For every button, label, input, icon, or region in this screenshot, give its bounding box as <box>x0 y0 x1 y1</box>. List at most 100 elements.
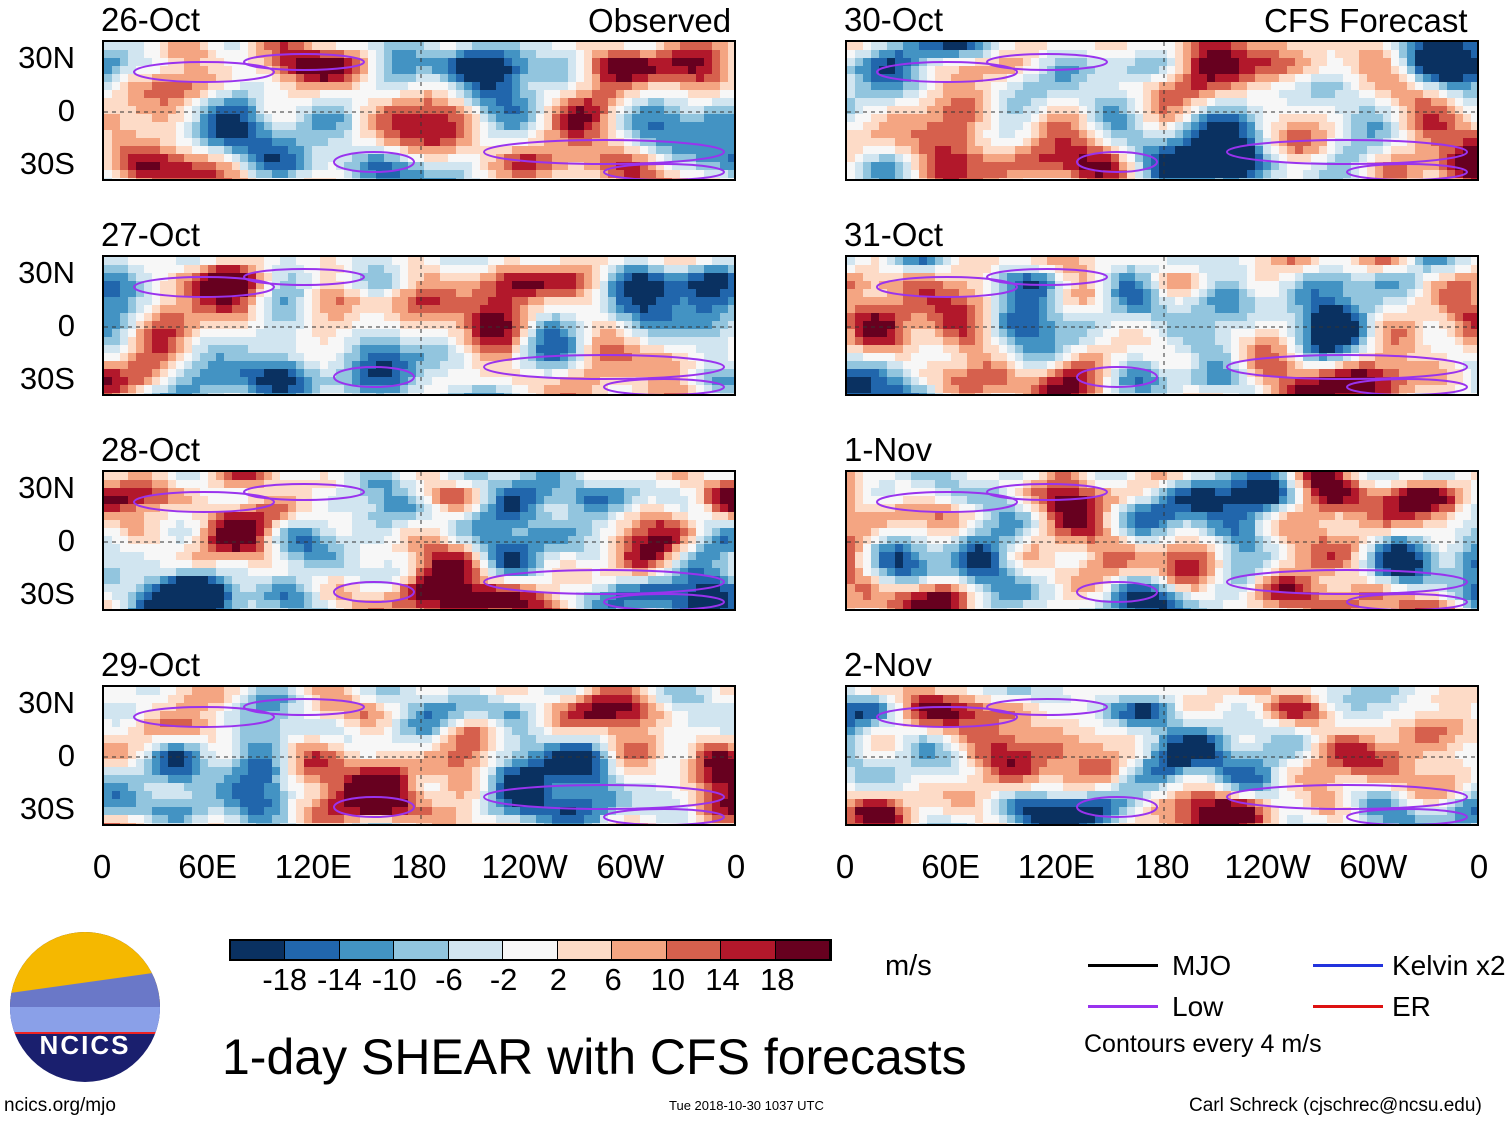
shear-cell <box>240 584 248 592</box>
shear-cell <box>632 568 640 576</box>
shear-cell <box>416 576 424 584</box>
shear-cell <box>512 743 520 751</box>
shear-cell <box>384 608 392 609</box>
shear-cell <box>104 560 112 568</box>
shear-cell <box>400 321 408 329</box>
shear-cell <box>456 297 464 305</box>
shear-cell <box>712 552 720 560</box>
shear-cell <box>464 767 472 775</box>
shear-cell <box>448 560 456 568</box>
shear-cell <box>520 783 528 791</box>
shear-cell <box>592 807 600 815</box>
shear-cell <box>320 807 328 815</box>
shear-cell <box>104 520 112 528</box>
shear-cell <box>440 735 448 743</box>
shear-cell <box>312 592 320 600</box>
shear-cell <box>488 608 496 609</box>
shear-cell <box>288 74 296 82</box>
shear-cell <box>280 385 288 393</box>
shear-cell <box>576 377 584 385</box>
shear-cell <box>560 265 568 273</box>
shear-cell <box>568 807 576 815</box>
shear-cell <box>392 50 400 58</box>
shear-cell <box>240 528 248 536</box>
shear-cell <box>120 162 128 170</box>
shear-cell <box>112 480 120 488</box>
shear-cell <box>552 297 560 305</box>
shear-cell <box>680 608 688 609</box>
shear-cell <box>552 82 560 90</box>
shear-cell <box>264 170 272 178</box>
shear-cell <box>208 711 216 719</box>
shear-cell <box>672 106 680 114</box>
shear-cell <box>272 743 280 751</box>
shear-cell <box>304 393 312 394</box>
lat-label: 30S <box>19 576 75 611</box>
shear-cell <box>192 751 200 759</box>
shear-cell <box>680 98 688 106</box>
shear-cell <box>176 520 184 528</box>
shear-cell <box>632 170 640 178</box>
shear-cell <box>312 162 320 170</box>
shear-cell <box>224 281 232 289</box>
shear-cell <box>432 759 440 767</box>
shear-cell <box>544 552 552 560</box>
shear-cell <box>136 281 144 289</box>
shear-cell <box>248 584 256 592</box>
shear-cell <box>720 703 728 711</box>
shear-cell <box>608 711 616 719</box>
shear-cell <box>520 377 528 385</box>
shear-cell <box>688 584 696 592</box>
shear-cell <box>352 751 360 759</box>
shear-cell <box>616 520 624 528</box>
shear-cell <box>632 345 640 353</box>
shear-cell <box>496 751 504 759</box>
shear-cell <box>472 353 480 361</box>
shear-cell <box>496 496 504 504</box>
shear-cell <box>584 743 592 751</box>
shear-cell <box>656 600 664 608</box>
shear-cell <box>128 767 136 775</box>
shear-cell <box>488 170 496 178</box>
shear-cell <box>672 329 680 337</box>
shear-cell <box>664 560 672 568</box>
shear-cell <box>408 345 416 353</box>
shear-cell <box>416 114 424 122</box>
shear-cell <box>544 289 552 297</box>
shear-cell <box>408 687 416 695</box>
shear-cell <box>464 719 472 727</box>
shear-cell <box>632 154 640 162</box>
shear-cell <box>536 823 544 824</box>
shear-cell <box>536 751 544 759</box>
lat-label: 30S <box>19 146 75 181</box>
shear-cell <box>416 815 424 823</box>
shear-cell <box>728 385 734 393</box>
shear-cell <box>352 345 360 353</box>
shear-cell <box>456 90 464 98</box>
shear-cell <box>472 82 480 90</box>
shear-cell <box>224 385 232 393</box>
shear-cell <box>696 106 704 114</box>
shear-cell <box>672 584 680 592</box>
shear-cell <box>712 504 720 512</box>
shear-cell <box>216 361 224 369</box>
shear-cell <box>256 281 264 289</box>
shear-cell <box>448 321 456 329</box>
shear-cell <box>120 329 128 337</box>
shear-cell <box>584 82 592 90</box>
shear-cell <box>448 82 456 90</box>
shear-cell <box>544 751 552 759</box>
shear-cell <box>112 544 120 552</box>
shear-cell <box>616 98 624 106</box>
shear-cell <box>112 568 120 576</box>
shear-cell <box>232 273 240 281</box>
shear-cell <box>160 823 168 824</box>
shear-cell <box>664 305 672 313</box>
shear-cell <box>184 162 192 170</box>
shear-cell <box>672 472 680 480</box>
shear-cell <box>432 289 440 297</box>
shear-cell <box>256 345 264 353</box>
shear-cell <box>192 600 200 608</box>
shear-cell <box>104 711 112 719</box>
shear-cell <box>560 544 568 552</box>
